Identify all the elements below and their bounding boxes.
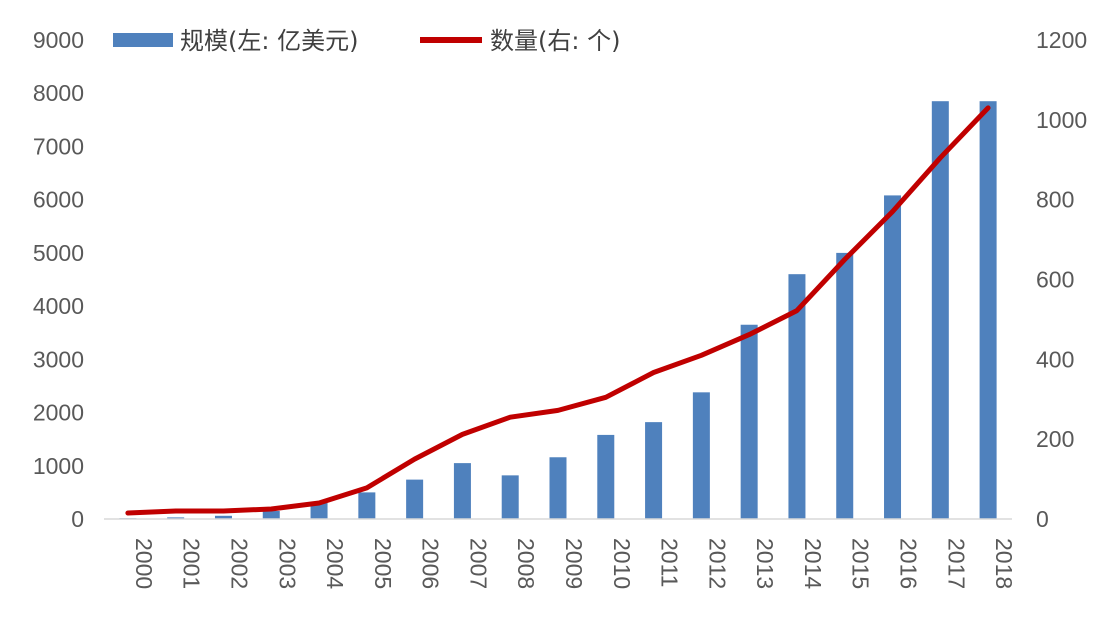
- x-tick-label: 2011: [657, 538, 683, 587]
- bar-2011: [645, 422, 663, 519]
- y-left-tick-label: 7000: [33, 133, 84, 159]
- y-right-tick-label: 0: [1036, 506, 1049, 532]
- x-tick-label: 2008: [513, 538, 539, 589]
- y-left-tick-label: 2000: [33, 400, 84, 426]
- y-left-tick-label: 1000: [33, 453, 84, 479]
- x-tick-label: 2002: [226, 538, 252, 589]
- bar-2004: [310, 503, 328, 519]
- bar-2016: [884, 195, 902, 520]
- x-tick-label: 2009: [561, 538, 587, 589]
- bar-2017: [931, 101, 949, 519]
- x-tick-label: 2004: [322, 538, 348, 589]
- y-right-tick-label: 1000: [1036, 107, 1087, 133]
- bar-2003: [262, 511, 280, 519]
- bar-2014: [788, 274, 806, 519]
- bar-2005: [358, 492, 376, 519]
- bar-2010: [597, 434, 615, 519]
- bar-2018: [979, 101, 997, 519]
- y-left-tick-label: 9000: [33, 27, 84, 53]
- x-tick-label: 2012: [704, 538, 730, 589]
- bar-2002: [214, 515, 232, 519]
- legend-label-bar: 规模(左: 亿美元): [180, 27, 358, 55]
- bar-series: [119, 101, 997, 520]
- y-left-tick-label: 6000: [33, 187, 84, 213]
- bar-2006: [406, 479, 424, 519]
- y-right-tick-label: 1200: [1036, 27, 1087, 53]
- y-left-tick-label: 4000: [33, 293, 84, 319]
- x-tick-label: 2001: [179, 538, 205, 589]
- x-tick-label: 2006: [418, 538, 444, 589]
- x-tick-label: 2000: [131, 538, 157, 589]
- y-left-tick-label: 8000: [33, 80, 84, 106]
- legend: 规模(左: 亿美元) 数量(右: 个): [113, 27, 620, 55]
- y-left-tick-label: 3000: [33, 346, 84, 372]
- bar-2009: [549, 457, 567, 519]
- bar-2008: [501, 475, 519, 519]
- y-right-tick-label: 600: [1036, 267, 1074, 293]
- x-tick-label: 2016: [896, 538, 922, 589]
- x-tick-label: 2014: [800, 538, 826, 589]
- bar-2015: [836, 252, 854, 519]
- y-right-tick-label: 400: [1036, 346, 1074, 372]
- left-axis-ticks: 0 1000 2000 3000 4000 5000 6000 7000 8000 9000: [33, 27, 84, 532]
- bar-2012: [692, 392, 710, 519]
- right-axis-ticks: 0 200 400 600 800 1000 1200: [1036, 27, 1087, 532]
- y-left-tick-label: 0: [71, 506, 84, 532]
- bar-2007: [453, 463, 471, 519]
- x-tick-label: 2007: [465, 538, 491, 589]
- legend-label-line: 数量(右: 个): [490, 27, 620, 55]
- y-right-tick-label: 200: [1036, 426, 1074, 452]
- x-tick-label: 2018: [991, 538, 1017, 589]
- x-tick-label: 2003: [274, 538, 300, 589]
- y-right-tick-label: 800: [1036, 187, 1074, 213]
- y-left-tick-label: 5000: [33, 240, 84, 266]
- bar-2001: [167, 517, 185, 519]
- x-tick-label: 2015: [848, 538, 874, 589]
- legend-swatch-bar: [113, 33, 173, 47]
- x-axis-ticks: 2000 2001 2002 2003 2004 2005 2006 2007 2008 2009…: [131, 538, 1017, 589]
- line-series: [125, 105, 991, 516]
- x-tick-label: 2013: [752, 538, 778, 589]
- bar-2013: [740, 324, 758, 519]
- x-tick-label: 2017: [943, 538, 969, 589]
- count-line: [125, 105, 991, 516]
- x-tick-label: 2010: [609, 538, 635, 589]
- x-tick-label: 2005: [370, 538, 396, 589]
